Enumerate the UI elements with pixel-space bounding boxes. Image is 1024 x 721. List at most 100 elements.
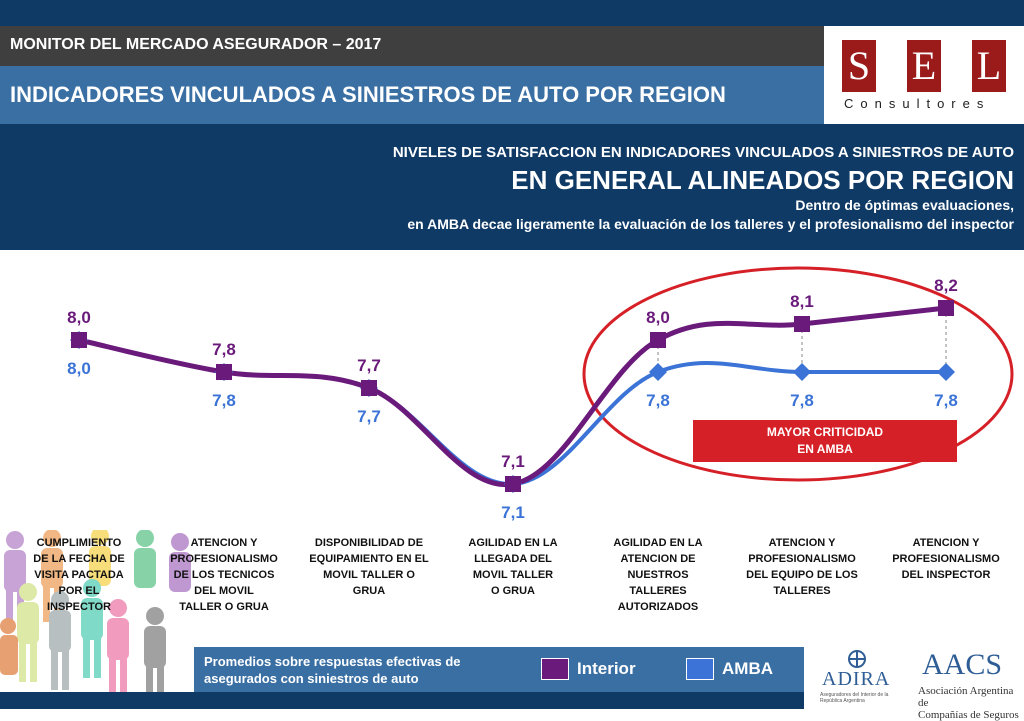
marker-amba — [937, 363, 955, 381]
category-label-line: VISITA PACTADA — [34, 569, 124, 581]
category-label-line: O GRUA — [491, 585, 535, 597]
category-label-line: DEL EQUIPO DE LOS — [746, 569, 858, 581]
category-label: AGILIDAD EN LA LLEGADA DEL MOVIL TALLER O G… — [448, 535, 578, 599]
aacs-sub-line-2: Compañías de Seguros — [918, 709, 1019, 721]
category-label-line: ATENCION Y — [768, 537, 836, 549]
category-label-line: PROFESIONALISMO — [170, 553, 278, 565]
adira-sub: Aseguradores del Interior de la Repúblic… — [820, 692, 889, 704]
label-interior: 7,7 — [357, 356, 381, 375]
banner-line-1: NIVELES DE SATISFACCION EN INDICADORES V… — [392, 144, 1014, 161]
marker-interior — [650, 332, 666, 348]
marker-interior — [216, 364, 232, 380]
critical-line-1: MAYOR CRITICIDAD — [766, 425, 884, 439]
legend-label-amba: AMBA — [722, 659, 773, 678]
category-label-line: LLEGADA DEL — [474, 553, 552, 565]
category-label: ATENCION Y PROFESIONALISMO DEL EQUIPO DE L… — [737, 535, 867, 599]
category-label-line: MOVIL TALLER — [472, 569, 554, 581]
legend-note-line-2: asegurados con siniestros de auto — [204, 671, 419, 686]
category-label-line: ATENCION Y — [912, 537, 980, 549]
banner-line-4: en AMBA decae ligeramente la evaluación … — [407, 216, 1014, 232]
category-label-line: DE LOS TECNICOS — [173, 569, 275, 581]
label-amba: 7,8 — [790, 391, 814, 410]
category-label-line: MOVIL TALLER O — [323, 569, 415, 581]
label-interior: 8,2 — [934, 276, 958, 295]
aacs-sub-line-1: Asociación Argentina de — [918, 685, 1014, 709]
label-interior: 8,0 — [646, 308, 670, 327]
category-label-line: AUTORIZADOS — [617, 601, 699, 613]
label-amba: 7,8 — [212, 391, 236, 410]
label-interior: 8,0 — [67, 308, 91, 327]
legend-swatch-amba — [686, 658, 714, 680]
category-label: ATENCION Y PROFESIONALISMO DE LOS TECNICOS… — [159, 535, 289, 615]
legend-box: Promedios sobre respuestas efectivas de … — [194, 647, 804, 692]
marker-interior — [71, 332, 87, 348]
line-chart: 8,0 7,8 7,7 7,1 8,0 8,1 8,2 8,0 7,8 7,7 7,1 7,8 7,8 7… — [67, 266, 1014, 522]
category-label-line: EQUIPAMIENTO EN EL — [309, 553, 429, 565]
category-label: DISPONIBILIDAD DE EQUIPAMIENTO EN EL MOVIL… — [304, 535, 434, 599]
adira-logo: ADIRA Aseguradores del Interior de la Re… — [812, 650, 900, 706]
category-label-line: NUESTROS — [627, 569, 689, 581]
category-label: AGILIDAD EN LA ATENCION DE NUESTROS TALLERE… — [593, 535, 723, 615]
aacs-sub: Asociación Argentina de Compañías de Seg… — [918, 685, 1024, 721]
critical-box: MAYOR CRITICIDAD EN AMBA — [693, 420, 957, 462]
sel-logo-letter-l: L — [972, 40, 1006, 92]
category-label-line: GRUA — [352, 585, 386, 597]
sel-logo: S E L Consultores — [824, 26, 1024, 124]
legend-note: Promedios sobre respuestas efectivas de … — [204, 653, 461, 687]
adira-emblem-icon — [848, 650, 866, 668]
category-label-line: DEL MOVIL — [194, 585, 254, 597]
sel-logo-sub: Consultores — [844, 96, 991, 111]
category-label-line: CUMPLIMIENTO — [36, 537, 122, 549]
header-subtitle: INDICADORES VINCULADOS A SINIESTROS DE A… — [10, 82, 726, 107]
marker-interior — [938, 300, 954, 316]
marker-amba — [793, 363, 811, 381]
label-amba: 7,8 — [646, 391, 670, 410]
category-label-line: DEL INSPECTOR — [901, 569, 991, 581]
marker-interior — [505, 476, 521, 492]
aacs-logo: AACS Asociación Argentina de Compañías d… — [914, 648, 1024, 721]
marker-interior — [794, 316, 810, 332]
legend-note-line-1: Promedios sobre respuestas efectivas de — [204, 654, 461, 669]
aacs-name: AACS — [922, 648, 1003, 681]
subheader-bar: INDICADORES VINCULADOS A SINIESTROS DE A… — [0, 66, 824, 124]
header-title: MONITOR DEL MERCADO ASEGURADOR – 2017 — [10, 36, 382, 53]
summary-banner: NIVELES DE SATISFACCION EN INDICADORES V… — [0, 124, 1024, 250]
category-label-line: TALLERES — [629, 585, 687, 597]
category-label-line: ATENCION Y — [190, 537, 258, 549]
adira-name: ADIRA — [822, 668, 891, 690]
marker-amba — [649, 363, 667, 381]
category-label-line: TALLER O GRUA — [179, 601, 269, 613]
category-label: CUMPLIMIENTO DE LA FECHA DE VISITA PACTADA… — [14, 535, 144, 615]
top-strip — [0, 0, 1024, 26]
sel-logo-letter-s: S — [842, 40, 876, 92]
category-label-line: DISPONIBILIDAD DE — [314, 537, 424, 549]
category-label-line: TALLERES — [773, 585, 831, 597]
label-amba: 7,7 — [357, 407, 381, 426]
category-label-line: POR EL — [58, 585, 100, 597]
people-illustration — [0, 530, 191, 700]
category-label-line: PROFESIONALISMO — [748, 553, 856, 565]
banner-line-3: Dentro de óptimas evaluaciones, — [795, 197, 1014, 213]
banner-headline: EN GENERAL ALINEADOS POR REGION — [511, 165, 1014, 195]
label-interior: 7,8 — [212, 340, 236, 359]
sel-logo-letter-e: E — [907, 40, 941, 92]
label-amba: 7,8 — [934, 391, 958, 410]
header-bar: MONITOR DEL MERCADO ASEGURADOR – 2017 — [0, 26, 824, 66]
label-amba: 8,0 — [67, 359, 91, 378]
category-label-line: DE LA FECHA DE — [33, 553, 125, 565]
label-amba: 7,1 — [501, 503, 525, 522]
legend-label-interior: Interior — [577, 659, 636, 678]
label-interior: 8,1 — [790, 292, 814, 311]
category-label-line: INSPECTOR — [47, 601, 111, 613]
category-label-line: AGILIDAD EN LA — [613, 537, 703, 549]
category-label-line: PROFESIONALISMO — [892, 553, 1000, 565]
legend-swatch-interior — [541, 658, 569, 680]
label-interior: 7,1 — [501, 452, 525, 471]
category-label-line: ATENCION DE — [620, 553, 696, 565]
critical-line-2: EN AMBA — [797, 442, 853, 456]
highlight-ellipse — [582, 266, 1014, 482]
category-label: ATENCION Y PROFESIONALISMO DEL INSPECTOR — [881, 535, 1011, 583]
bottom-strip — [0, 692, 804, 709]
marker-interior — [361, 380, 377, 396]
category-label-line: AGILIDAD EN LA — [468, 537, 558, 549]
